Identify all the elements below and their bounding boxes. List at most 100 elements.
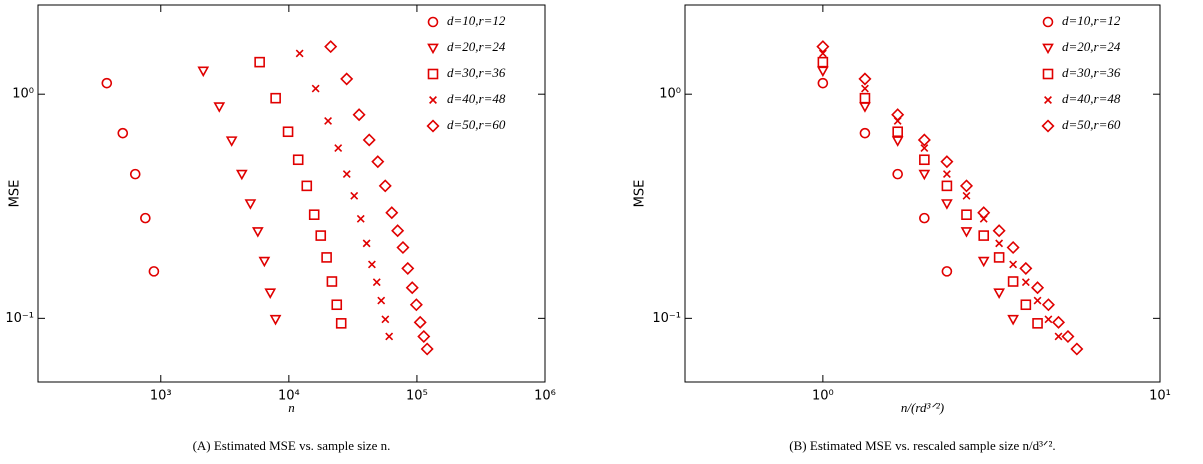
legend-label: d=50,r=60	[447, 117, 506, 132]
legend-entry: d=20,r=24	[427, 39, 506, 55]
marker	[331, 299, 343, 311]
marker	[859, 92, 871, 104]
marker-stroke	[377, 296, 386, 305]
caption: (A) Estimated MSE vs. sample size n.	[193, 438, 391, 453]
series	[295, 49, 394, 341]
legend-entry: d=50,r=60	[1041, 117, 1121, 133]
marker-stroke	[334, 144, 343, 153]
marker	[391, 224, 405, 238]
series	[324, 40, 434, 356]
plot-frame	[684, 4, 1161, 383]
series	[818, 49, 1063, 341]
marker	[1054, 332, 1063, 341]
x-tick-label: 10⁵	[406, 389, 428, 404]
x-tick-label: 10¹	[1149, 389, 1171, 404]
marker	[385, 332, 394, 341]
marker-stroke	[1044, 96, 1052, 104]
marker	[381, 315, 390, 324]
marker-stroke	[350, 191, 359, 200]
legend-label: d=30,r=36	[447, 65, 506, 80]
marker	[978, 230, 990, 241]
marker	[1051, 315, 1066, 329]
marker	[892, 126, 903, 138]
marker-stroke	[295, 49, 304, 58]
caption: (B) Estimated MSE vs. rescaled sample si…	[789, 438, 1055, 453]
marker	[401, 261, 415, 275]
marker	[1031, 281, 1045, 295]
legend-entry: d=40,r=48	[429, 91, 506, 106]
marker	[859, 102, 871, 113]
series	[817, 56, 1043, 329]
marker	[891, 108, 905, 122]
marker	[941, 266, 953, 277]
marker-stroke	[356, 214, 365, 223]
marker-stroke	[367, 260, 376, 269]
marker-stroke	[324, 116, 333, 125]
marker	[818, 49, 827, 58]
marker-stroke	[995, 239, 1004, 248]
marker	[197, 66, 210, 78]
marker	[1020, 299, 1032, 311]
marker	[817, 56, 829, 68]
legend-label: d=30,r=36	[1062, 65, 1121, 80]
marker	[362, 239, 371, 248]
marker	[371, 155, 385, 169]
marker	[427, 68, 439, 80]
y-axis-label: MSE	[633, 180, 648, 208]
series	[817, 66, 1019, 326]
marker	[941, 180, 953, 192]
marker	[225, 136, 238, 147]
marker	[817, 66, 829, 78]
series	[101, 77, 160, 277]
marker	[1007, 314, 1019, 326]
marker	[891, 136, 904, 147]
marker	[941, 199, 953, 210]
legend-label: d=20,r=24	[1062, 39, 1121, 54]
marker	[858, 72, 872, 86]
marker	[101, 77, 113, 89]
marker	[295, 49, 304, 58]
marker	[426, 119, 440, 133]
marker	[977, 256, 990, 268]
marker-stroke	[920, 144, 929, 153]
legend-entry: d=10,r=12	[1042, 13, 1121, 28]
marker	[334, 144, 343, 153]
marker	[1041, 119, 1055, 133]
marker	[324, 116, 333, 125]
marker	[270, 92, 281, 104]
marker	[254, 56, 265, 68]
marker	[427, 16, 439, 28]
marker	[1042, 68, 1054, 80]
marker	[409, 298, 423, 312]
y-axis-label: MSE	[8, 180, 23, 208]
marker	[264, 288, 277, 299]
marker	[995, 239, 1004, 248]
chart: 10⁰ 10¹ 10⁰ 10⁻¹ n/(rd³ᐟ²) MSE (B) Estimated M…	[633, 4, 1171, 453]
marker	[1021, 278, 1030, 287]
marker	[413, 315, 427, 329]
marker	[326, 276, 338, 287]
x-axis-label: n	[288, 400, 295, 415]
marker	[324, 40, 338, 54]
legend-entry: d=10,r=12	[427, 13, 506, 28]
marker-stroke	[311, 84, 320, 93]
marker	[129, 168, 141, 180]
marker	[1019, 261, 1033, 275]
marker	[362, 133, 376, 147]
legend-entry: d=30,r=36	[427, 65, 506, 80]
marker	[377, 296, 386, 305]
marker	[258, 256, 271, 268]
marker	[962, 191, 971, 200]
marker	[282, 126, 294, 138]
legend-label: d=40,r=48	[447, 91, 506, 106]
legend-label: d=10,r=12	[447, 13, 506, 28]
marker-stroke	[342, 170, 351, 179]
marker	[396, 240, 410, 255]
marker	[816, 40, 830, 54]
marker-stroke	[385, 332, 394, 341]
x-tick-label: 10⁴	[278, 389, 300, 404]
marker-stroke	[1033, 296, 1042, 305]
marker	[917, 133, 931, 147]
series	[197, 66, 282, 326]
